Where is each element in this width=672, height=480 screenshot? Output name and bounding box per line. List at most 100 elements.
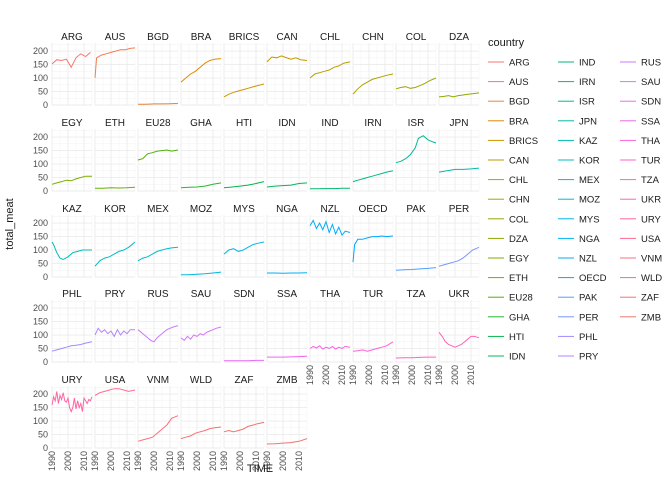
- facet-tha: THA: [309, 289, 351, 363]
- x-tick-label: 2010: [251, 451, 261, 471]
- panel-background: [310, 215, 350, 277]
- series-line-ury: [51, 391, 93, 413]
- facet-kaz: KAZ: [51, 204, 93, 278]
- legend-item-zmb: ZMB: [620, 312, 661, 323]
- x-tick-label: 2000: [278, 451, 288, 471]
- facet-pry: PRY: [94, 289, 136, 363]
- facet-chn: CHN: [352, 32, 394, 106]
- strip-label: MEX: [147, 204, 169, 215]
- panel-background: [224, 43, 264, 105]
- strip-label: RUS: [147, 289, 168, 300]
- facet-zmb: ZMB: [266, 375, 308, 449]
- strip-label: SAU: [191, 289, 212, 300]
- legend-label: BRA: [509, 116, 529, 127]
- y-tick-label: 50: [38, 259, 48, 269]
- series-line-moz: [181, 271, 222, 276]
- facet-ury: URY: [51, 375, 93, 449]
- series-line-eth: [95, 186, 136, 189]
- panel-background: [138, 215, 178, 277]
- panel-background: [52, 215, 92, 277]
- panel-background: [353, 215, 393, 277]
- y-tick-label: 150: [33, 60, 48, 70]
- y-tick-label: 100: [33, 330, 48, 340]
- series-line-tza: [395, 356, 436, 359]
- x-tick-label: 2010: [380, 365, 390, 385]
- series-line-vnm: [137, 415, 179, 442]
- strip-label: MOZ: [190, 204, 212, 215]
- legend-item-jpn: JPN: [558, 116, 597, 127]
- panel-background: [353, 300, 393, 362]
- x-tick-label: 2010: [294, 451, 304, 471]
- x-tick-label: 2010: [466, 365, 476, 385]
- strip-label: GHA: [190, 118, 212, 129]
- x-tick-label: 2000: [407, 365, 417, 385]
- y-tick-label: 150: [33, 232, 48, 242]
- facet-idn: IDN: [266, 118, 308, 192]
- legend-item-vnm: VNM: [620, 254, 662, 265]
- y-tick-label: 100: [33, 159, 48, 169]
- strip-label: VNM: [147, 375, 169, 386]
- panel-background: [396, 129, 436, 191]
- series-line-irn: [352, 170, 394, 183]
- y-tick-label: 0: [43, 357, 48, 367]
- strip-label: PAK: [406, 204, 426, 215]
- legend-label: UKR: [641, 195, 661, 206]
- y-tick-label: 150: [33, 403, 48, 413]
- legend-label: URY: [641, 214, 662, 225]
- legend-label: SSA: [641, 116, 661, 127]
- legend-item-gha: GHA: [488, 312, 530, 323]
- legend-label: JPN: [579, 116, 597, 127]
- legend-label: ZMB: [641, 312, 661, 323]
- strip-label: TUR: [363, 289, 384, 300]
- series-line-phl: [51, 341, 93, 352]
- legend-label: HTI: [509, 332, 524, 343]
- x-tick-label: 2010: [337, 365, 347, 385]
- legend-item-dza: DZA: [488, 234, 529, 245]
- legend-item-nzl: NZL: [558, 254, 597, 265]
- legend-label: ETH: [509, 273, 528, 284]
- legend-label: OECD: [579, 273, 607, 284]
- facet-arg: ARG: [51, 32, 93, 106]
- series-line-mys: [223, 241, 265, 255]
- panel-background: [138, 129, 178, 191]
- series-line-bgd: [138, 102, 179, 105]
- series-line-tha: [309, 345, 351, 350]
- series-line-tur: [352, 341, 394, 352]
- y-axes: 0 50 100 150 200 0 50 100 150 200 0 50 100 150 200 0 50 1…: [33, 46, 48, 453]
- series-line-chn: [352, 73, 394, 95]
- strip-label: ZMB: [276, 375, 297, 386]
- legend-label: TUR: [641, 156, 661, 167]
- legend-item-sau: SAU: [620, 77, 661, 88]
- facet-per: PER: [438, 204, 480, 278]
- facet-usa: USA: [94, 375, 136, 449]
- y-tick-label: 200: [33, 303, 48, 313]
- panel-background: [138, 386, 178, 448]
- facet-kor: KOR: [94, 204, 136, 278]
- series-line-dza: [438, 92, 480, 98]
- strip-label: JPN: [450, 118, 469, 129]
- y-tick-label: 50: [38, 430, 48, 440]
- legend-label: THA: [641, 136, 661, 147]
- legend-item-chn: CHN: [488, 195, 530, 206]
- legend-item-per: PER: [558, 312, 599, 323]
- x-tick-label: 1990: [176, 451, 186, 471]
- panel-background: [353, 129, 393, 191]
- legend-label: RUS: [641, 58, 661, 69]
- panel-background: [181, 386, 221, 448]
- series-line-pry: [94, 327, 135, 338]
- legend-item-tza: TZA: [620, 175, 660, 186]
- series-line-sau: [180, 326, 222, 342]
- facet-chl: CHL: [309, 32, 351, 106]
- facet-ind: IND: [309, 118, 351, 192]
- legend-label: SAU: [641, 77, 661, 88]
- legend-label: ARG: [509, 58, 530, 69]
- panel-background: [224, 386, 264, 448]
- y-tick-label: 150: [33, 146, 48, 156]
- strip-label: UKR: [448, 289, 469, 300]
- legend-label: CAN: [509, 156, 529, 167]
- legend-item-egy: EGY: [488, 254, 530, 265]
- series-line-idn: [266, 182, 308, 188]
- legend: country ARG AUS BGD BRA BRICS CAN CHL CHN COL DZA…: [488, 37, 662, 363]
- strip-label: AUS: [105, 32, 126, 43]
- series-line-per: [438, 246, 480, 267]
